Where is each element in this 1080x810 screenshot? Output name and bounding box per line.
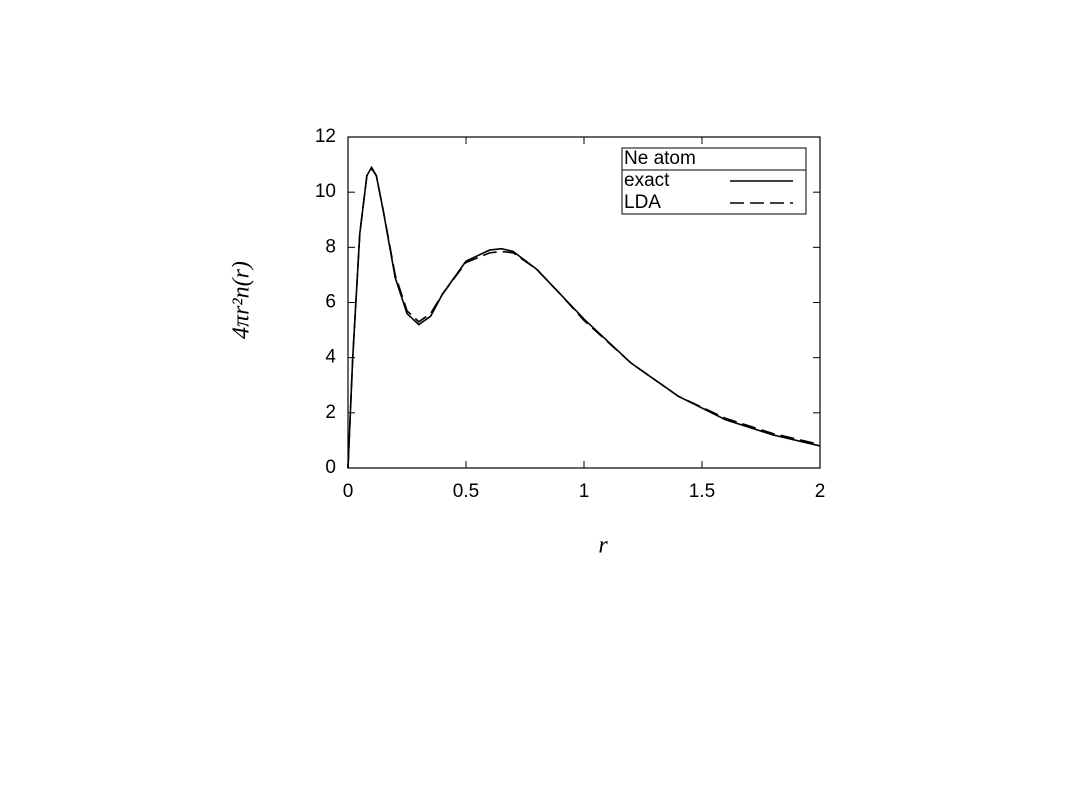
y-tick-label: 8 [325, 236, 336, 257]
x-tick-label: 1.5 [689, 481, 715, 502]
legend-title: Ne atom [624, 148, 696, 169]
x-tick-label: 2 [815, 481, 826, 502]
y-axis-label: 4πr²n(r) [229, 261, 255, 339]
y-tick-label: 12 [315, 126, 336, 147]
data-line [347, 167, 821, 469]
x-axis-label: r [598, 533, 608, 559]
y-tick-label: 10 [315, 181, 336, 202]
legend-label: exact [624, 170, 670, 191]
x-tick-label: 1 [579, 481, 590, 502]
y-tick-label: 6 [325, 292, 336, 313]
x-tick-label: 0 [343, 481, 354, 502]
legend-label: LDA [624, 192, 661, 213]
x-tick-label: 0.5 [453, 481, 479, 502]
y-tick-label: 4 [325, 347, 336, 368]
y-tick-label: 2 [325, 402, 336, 423]
y-tick-label: 0 [325, 457, 336, 478]
